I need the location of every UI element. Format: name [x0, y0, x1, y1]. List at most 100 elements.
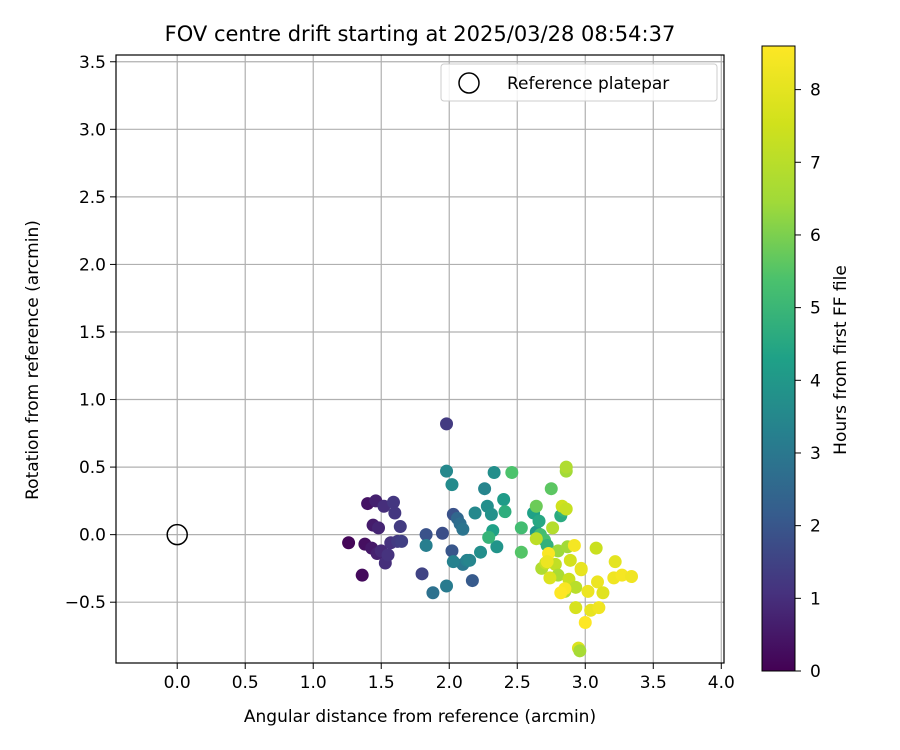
- y-tick-label: 1.0: [79, 391, 106, 411]
- data-point: [574, 561, 588, 575]
- x-tick-label: 4.0: [708, 673, 735, 693]
- grid: [116, 55, 724, 663]
- data-point: [463, 553, 477, 567]
- data-point: [569, 580, 583, 594]
- data-point: [415, 567, 429, 581]
- x-tick-label: 1.0: [300, 673, 327, 693]
- y-tick-label: 3.5: [79, 53, 106, 73]
- data-point: [478, 482, 492, 496]
- data-points: [342, 417, 639, 658]
- data-point: [388, 506, 402, 520]
- y-tick-label: 2.5: [79, 188, 106, 208]
- data-point: [573, 644, 587, 658]
- x-axis-ticks: 0.0 0.5 1.0 1.5 2.0 2.5 3.0 3.5 4.0: [164, 663, 735, 693]
- data-point: [559, 502, 573, 516]
- data-point: [546, 521, 560, 535]
- y-tick-label: 3.0: [79, 120, 106, 140]
- data-point: [615, 568, 629, 582]
- plot-frame: [115, 54, 725, 664]
- data-point: [505, 465, 519, 479]
- data-point: [608, 555, 622, 569]
- x-tick-label: 1.5: [368, 673, 395, 693]
- data-point: [567, 538, 581, 552]
- data-point: [563, 553, 577, 567]
- x-tick-label: 3.5: [640, 673, 667, 693]
- colorbar-label: Hours from first FF file: [831, 265, 851, 455]
- data-point: [498, 505, 512, 519]
- data-point: [445, 544, 459, 558]
- data-point: [554, 586, 568, 600]
- legend: Reference platepar: [440, 63, 718, 102]
- data-point: [581, 584, 595, 598]
- x-tick-label: 0.0: [164, 673, 191, 693]
- x-tick-label: 2.0: [436, 673, 463, 693]
- colorbar-tick-label: 1: [810, 589, 821, 609]
- data-point: [514, 545, 528, 559]
- data-point: [484, 507, 498, 521]
- legend-label: Reference platepar: [507, 74, 669, 94]
- data-point: [355, 568, 369, 582]
- data-point: [490, 540, 504, 554]
- data-point: [393, 520, 407, 534]
- data-point: [372, 521, 386, 535]
- x-tick-label: 3.0: [572, 673, 599, 693]
- data-point: [435, 526, 449, 540]
- x-axis-label: Angular distance from reference (arcmin): [244, 707, 596, 727]
- colorbar-tick-label: 7: [810, 153, 821, 173]
- data-point: [543, 571, 557, 585]
- data-point: [532, 514, 546, 528]
- data-point: [544, 482, 558, 496]
- y-tick-label: 2.0: [79, 255, 106, 275]
- colorbar-tick-label: 3: [810, 444, 821, 464]
- data-point: [395, 534, 409, 548]
- data-point: [468, 506, 482, 520]
- data-point: [386, 495, 400, 509]
- colorbar-tick-label: 4: [810, 371, 821, 391]
- colorbar-gradient: [761, 45, 796, 672]
- data-point: [497, 493, 511, 507]
- y-tick-label: 0.5: [79, 458, 106, 478]
- data-point: [487, 465, 501, 479]
- y-tick-label: 0.0: [79, 526, 106, 546]
- data-point: [440, 417, 454, 431]
- data-point: [625, 570, 639, 584]
- data-point: [440, 579, 454, 593]
- data-point: [589, 541, 603, 555]
- colorbar-tick-label: 0: [810, 662, 821, 682]
- data-point: [381, 548, 395, 562]
- data-point: [596, 586, 610, 600]
- data-point: [419, 528, 433, 542]
- colorbar-ticks: 0 1 2 3 4 5 6 7 8: [795, 81, 821, 682]
- data-point: [440, 464, 454, 478]
- colorbar: 0 1 2 3 4 5 6 7 8 Hours from first FF file: [761, 45, 851, 682]
- y-tick-label: −0.5: [65, 593, 106, 613]
- data-point: [482, 530, 496, 544]
- legend-box: [440, 63, 718, 102]
- data-point: [578, 615, 592, 629]
- y-axis-ticks: −0.5 0.0 0.5 1.0 1.5 2.0 2.5 3.0 3.5: [65, 53, 116, 613]
- data-point: [445, 478, 459, 492]
- data-point: [569, 601, 583, 615]
- y-tick-label: 1.5: [79, 323, 106, 343]
- y-axis-label: Rotation from reference (arcmin): [23, 220, 43, 500]
- data-point: [456, 522, 470, 536]
- colorbar-tick-label: 2: [810, 517, 821, 537]
- data-point: [474, 545, 488, 559]
- colorbar-tick-label: 6: [810, 226, 821, 246]
- x-tick-label: 2.5: [504, 673, 531, 693]
- colorbar-tick-label: 5: [810, 299, 821, 319]
- data-point: [529, 532, 543, 546]
- data-point: [591, 575, 605, 589]
- data-point: [529, 499, 543, 513]
- data-point: [540, 555, 554, 569]
- data-point: [514, 521, 528, 535]
- legend-reference-marker: [458, 72, 480, 94]
- data-point: [342, 536, 356, 550]
- x-tick-label: 0.5: [232, 673, 259, 693]
- data-point: [426, 586, 440, 600]
- reference-marker: [166, 523, 188, 546]
- data-point: [446, 555, 460, 569]
- chart-title: FOV centre drift starting at 2025/03/28 …: [165, 22, 676, 46]
- colorbar-tick-label: 8: [810, 81, 821, 101]
